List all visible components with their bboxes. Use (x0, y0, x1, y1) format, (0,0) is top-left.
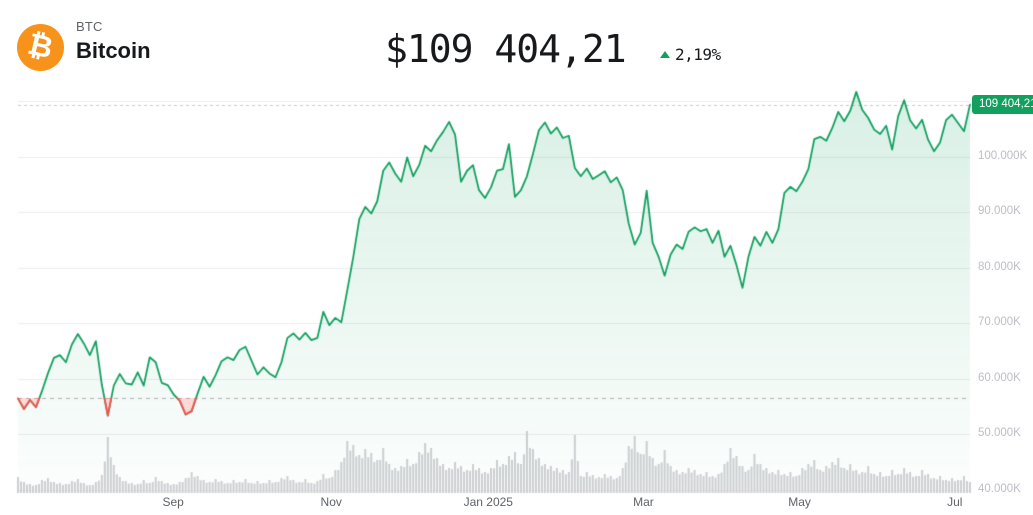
y-axis-label: 50.000K (978, 427, 1021, 440)
y-axis-label: 60.000K (978, 371, 1021, 384)
x-axis-label: Nov (320, 495, 342, 509)
y-axis-label: 70.000K (978, 316, 1021, 329)
y-axis-label: 40.000K (978, 483, 1021, 495)
y-axis-label: 90.000K (978, 205, 1021, 218)
x-axis-label: May (788, 495, 811, 509)
x-axis-label: Jul (947, 495, 963, 509)
y-axis-label: 100.000K (978, 149, 1028, 162)
x-axis-label: Sep (162, 495, 184, 509)
y-axis-label: 80.000K (978, 260, 1021, 273)
current-price-badge: 109 404,21 (972, 94, 1033, 115)
x-axis-label: Mar (633, 495, 654, 509)
x-axis-label: Jan 2025 (463, 495, 513, 509)
